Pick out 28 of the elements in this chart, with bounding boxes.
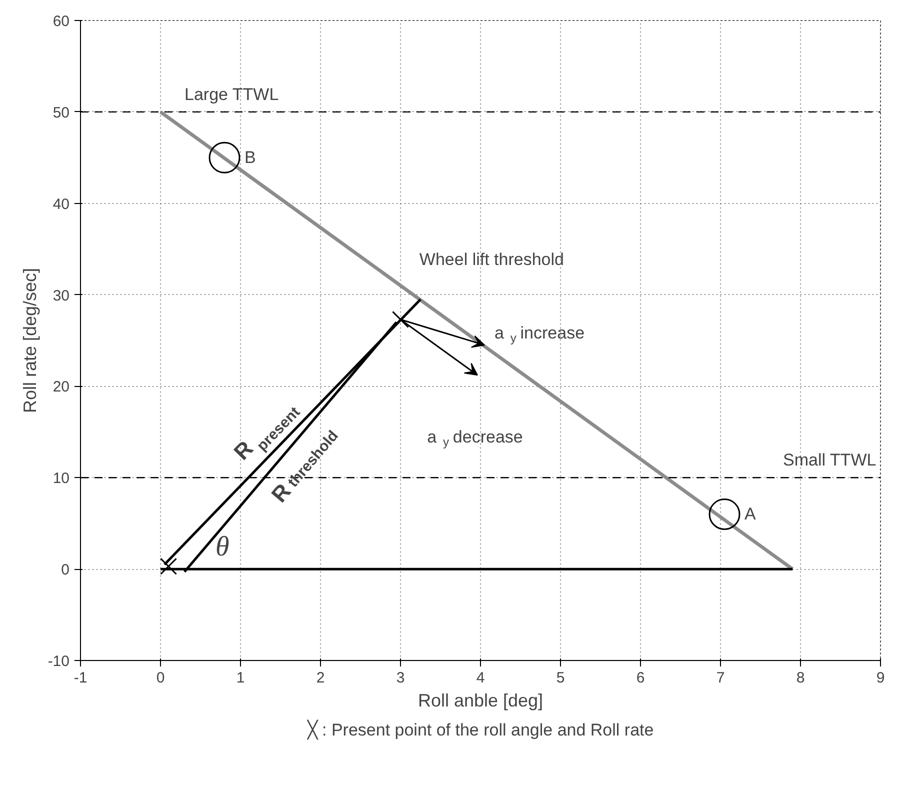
x-tick-label: 4 <box>476 670 485 686</box>
y-axis-title: Roll rate [deg/sec] <box>20 268 40 414</box>
ref-line-label: Large TTWL <box>184 84 279 104</box>
y-tick-label: -10 <box>48 653 70 670</box>
x-tick-label: 8 <box>796 670 805 686</box>
x-axis-title: Roll anble [deg] <box>418 690 544 710</box>
x-tick-label: 9 <box>876 670 885 686</box>
x-tick-label: 3 <box>396 670 405 686</box>
annotation: θ <box>216 532 230 563</box>
y-tick-label: 60 <box>52 13 70 30</box>
text: ╳ : Present point of the roll angle and Roll rate <box>306 720 654 740</box>
annotation: B <box>244 148 256 168</box>
y-tick-label: 10 <box>52 470 70 488</box>
y-tick-label: 50 <box>52 104 70 122</box>
ref-line-label: Small TTWL <box>783 450 876 470</box>
x-tick-label: 2 <box>316 670 325 686</box>
y-tick-label: 40 <box>52 196 70 213</box>
x-tick-label: 5 <box>556 670 565 686</box>
y-tick-label: 30 <box>52 287 70 304</box>
annotation: Wheel lift threshold <box>419 250 564 270</box>
x-tick-label: -1 <box>74 670 88 686</box>
y-tick-label: 20 <box>52 378 70 396</box>
x-tick-label: 6 <box>636 670 645 686</box>
x-tick-label: 1 <box>236 670 245 686</box>
x-tick-label: 0 <box>156 670 165 686</box>
x-tick-label: 7 <box>716 670 725 686</box>
y-tick-label: 0 <box>61 562 70 579</box>
annotation: A <box>744 504 756 524</box>
